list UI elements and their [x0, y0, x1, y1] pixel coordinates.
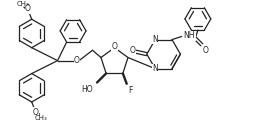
Text: O: O	[33, 108, 38, 117]
Text: N: N	[152, 35, 158, 44]
Text: HO: HO	[82, 85, 93, 94]
Text: N: N	[152, 64, 158, 73]
Text: CH₃: CH₃	[16, 1, 29, 7]
Text: F: F	[128, 86, 132, 95]
Text: O: O	[25, 4, 31, 13]
Text: NH: NH	[184, 31, 195, 40]
Text: O: O	[130, 46, 135, 55]
Text: O: O	[74, 56, 80, 65]
Text: O: O	[203, 46, 209, 55]
Text: CH₃: CH₃	[34, 115, 47, 120]
Text: O: O	[112, 42, 118, 51]
